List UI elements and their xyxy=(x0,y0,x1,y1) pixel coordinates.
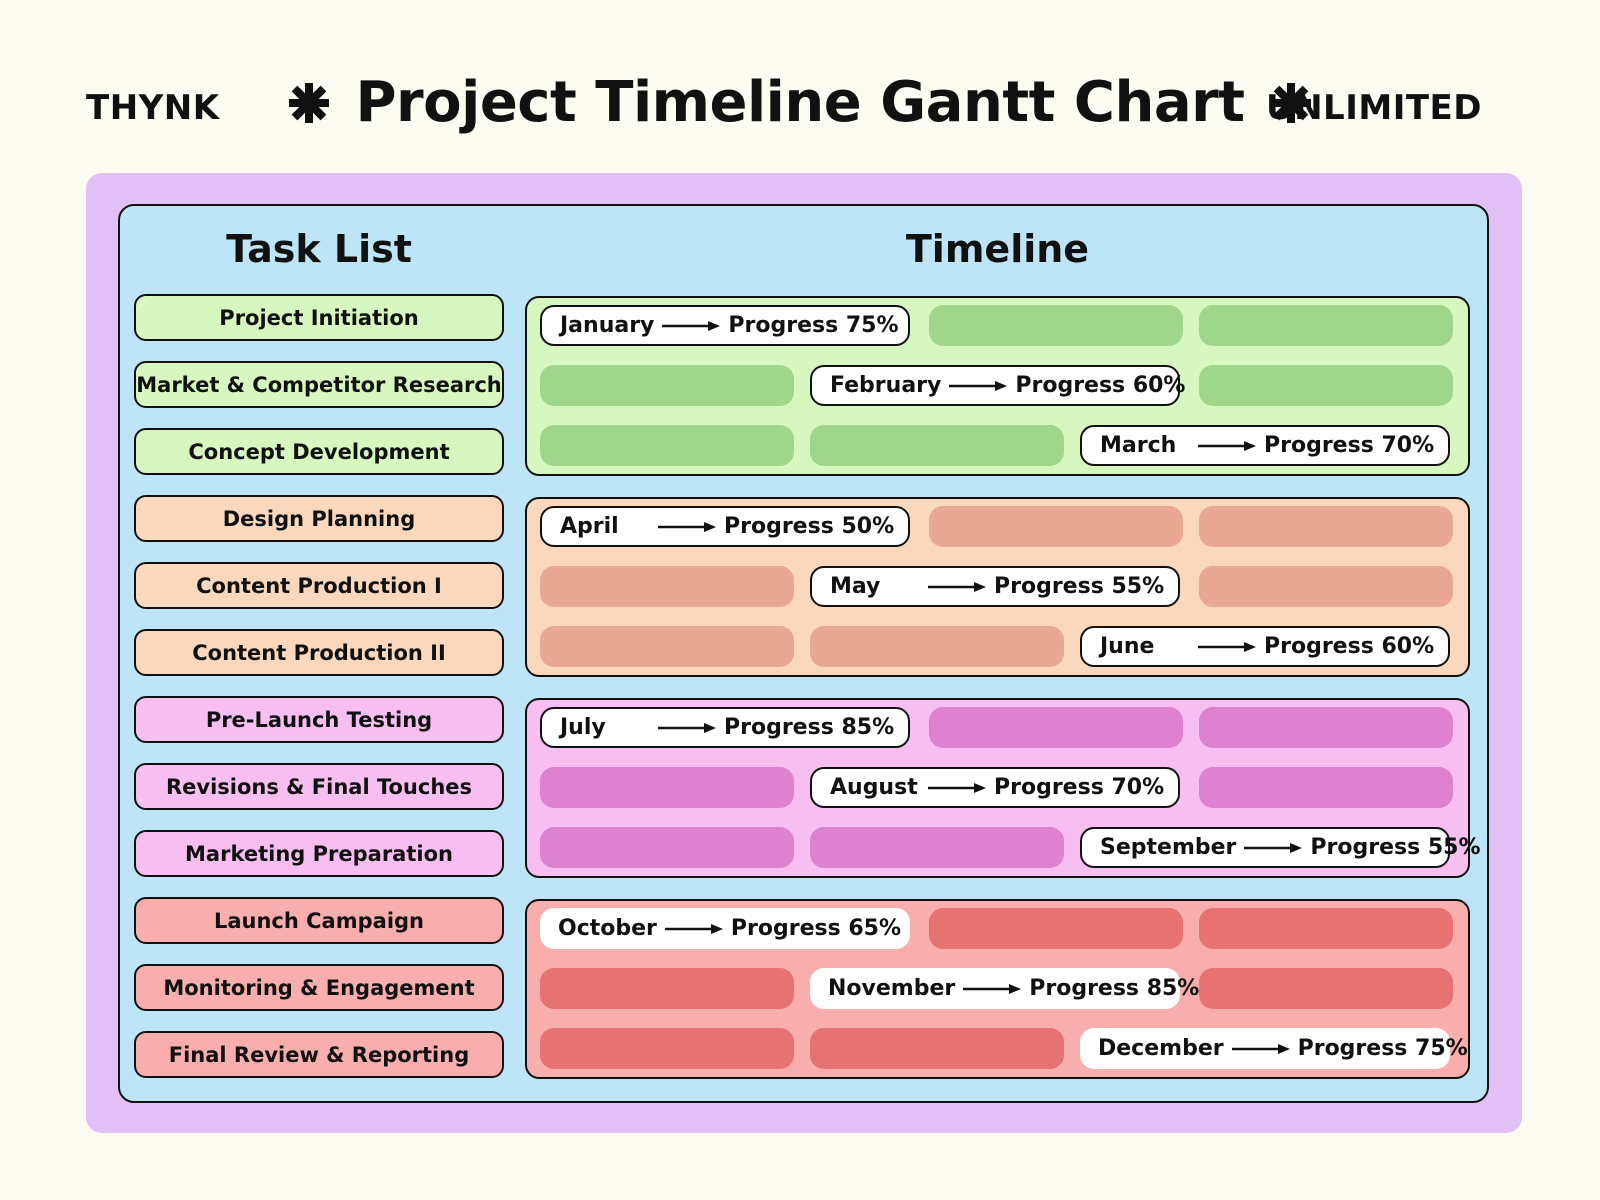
timeline-bar xyxy=(540,365,794,406)
arrow-right-icon xyxy=(1236,842,1310,854)
timeline-bar xyxy=(540,425,794,466)
month-label: May xyxy=(830,574,881,599)
timeline-bar xyxy=(810,626,1064,667)
timeline-bar xyxy=(540,767,794,808)
task-list-heading: Task List xyxy=(226,227,412,271)
task-item: Content Production II xyxy=(134,629,504,676)
timeline-bar xyxy=(1199,707,1453,748)
month-pill: December Progress 75% xyxy=(1080,1028,1468,1069)
arrow-right-icon xyxy=(1224,1043,1298,1055)
timeline-bar xyxy=(1199,305,1453,346)
arrow-right-icon xyxy=(920,782,994,794)
task-item: Revisions & Final Touches xyxy=(134,763,504,810)
timeline-bar xyxy=(540,566,794,607)
month-label: March xyxy=(1100,433,1177,458)
asterisk-icon xyxy=(289,82,330,123)
arrow-right-icon xyxy=(654,320,728,332)
month-label: January xyxy=(560,313,655,338)
progress-label: Progress 55% xyxy=(1310,835,1481,860)
progress-label: Progress 55% xyxy=(994,574,1165,599)
task-item: Monitoring & Engagement xyxy=(134,964,504,1011)
timeline-bar xyxy=(810,827,1064,868)
timeline-bar xyxy=(540,968,794,1009)
progress-label: Progress 75% xyxy=(728,313,899,338)
month-pill: May Progress 55% xyxy=(810,566,1180,607)
timeline-bar xyxy=(1199,506,1453,547)
month-pill: March Progress 70% xyxy=(1080,425,1450,466)
progress-label: Progress 60% xyxy=(1264,634,1435,659)
task-item: Pre-Launch Testing xyxy=(134,696,504,743)
timeline-bar xyxy=(810,425,1064,466)
progress-label: Progress 70% xyxy=(994,775,1165,800)
timeline-bar xyxy=(1199,365,1453,406)
timeline-bar xyxy=(810,1028,1064,1069)
task-item: Launch Campaign xyxy=(134,897,504,944)
asterisk-icon xyxy=(1270,82,1311,123)
timeline-bar xyxy=(1199,566,1453,607)
arrow-right-icon xyxy=(955,983,1029,995)
task-item: Market & Competitor Research xyxy=(134,361,504,408)
arrow-right-icon xyxy=(650,722,724,734)
progress-label: Progress 50% xyxy=(724,514,895,539)
arrow-right-icon xyxy=(1190,641,1264,653)
month-pill: September Progress 55% xyxy=(1080,827,1481,868)
task-item: Content Production I xyxy=(134,562,504,609)
timeline-bar xyxy=(1199,968,1453,1009)
month-pill: June Progress 60% xyxy=(1080,626,1450,667)
month-pill: April Progress 50% xyxy=(540,506,910,547)
arrow-right-icon xyxy=(1190,440,1264,452)
brand-left: THYNK xyxy=(86,88,220,128)
progress-label: Progress 70% xyxy=(1264,433,1435,458)
month-label: December xyxy=(1098,1036,1224,1061)
timeline-bar xyxy=(929,305,1183,346)
month-label: November xyxy=(828,976,956,1001)
month-pill: February Progress 60% xyxy=(810,365,1185,406)
task-item: Project Initiation xyxy=(134,294,504,341)
title-bar: Project Timeline Gantt Chart xyxy=(0,70,1600,135)
month-pill: August Progress 70% xyxy=(810,767,1180,808)
timeline-bar xyxy=(540,827,794,868)
task-item: Design Planning xyxy=(134,495,504,542)
arrow-right-icon xyxy=(657,923,731,935)
month-label: July xyxy=(560,715,606,740)
month-label: February xyxy=(830,373,942,398)
month-label: September xyxy=(1100,835,1237,860)
progress-label: Progress 60% xyxy=(1015,373,1186,398)
progress-label: Progress 85% xyxy=(724,715,895,740)
progress-label: Progress 65% xyxy=(730,916,902,941)
page-title: Project Timeline Gantt Chart xyxy=(355,70,1245,135)
month-pill: November Progress 85% xyxy=(810,968,1199,1009)
task-item: Marketing Preparation xyxy=(134,830,504,877)
month-label: June xyxy=(1100,634,1155,659)
arrow-right-icon xyxy=(941,380,1015,392)
timeline-bar xyxy=(540,1028,794,1069)
month-label: April xyxy=(560,514,619,539)
timeline-heading: Timeline xyxy=(905,227,1090,271)
task-item: Final Review & Reporting xyxy=(134,1031,504,1078)
month-label: August xyxy=(830,775,918,800)
progress-label: Progress 85% xyxy=(1029,976,1200,1001)
task-item: Concept Development xyxy=(134,428,504,475)
month-pill: July Progress 85% xyxy=(540,707,910,748)
timeline-bar xyxy=(929,506,1183,547)
timeline-bar xyxy=(540,626,794,667)
month-pill: January Progress 75% xyxy=(540,305,910,346)
timeline-bar xyxy=(929,707,1183,748)
arrow-right-icon xyxy=(920,581,994,593)
progress-label: Progress 75% xyxy=(1297,1036,1468,1061)
month-pill: October Progress 65% xyxy=(540,908,910,949)
timeline-bar xyxy=(929,908,1183,949)
timeline-bar xyxy=(1199,908,1453,949)
month-label: October xyxy=(558,916,657,941)
arrow-right-icon xyxy=(650,521,724,533)
timeline-bar xyxy=(1199,767,1453,808)
